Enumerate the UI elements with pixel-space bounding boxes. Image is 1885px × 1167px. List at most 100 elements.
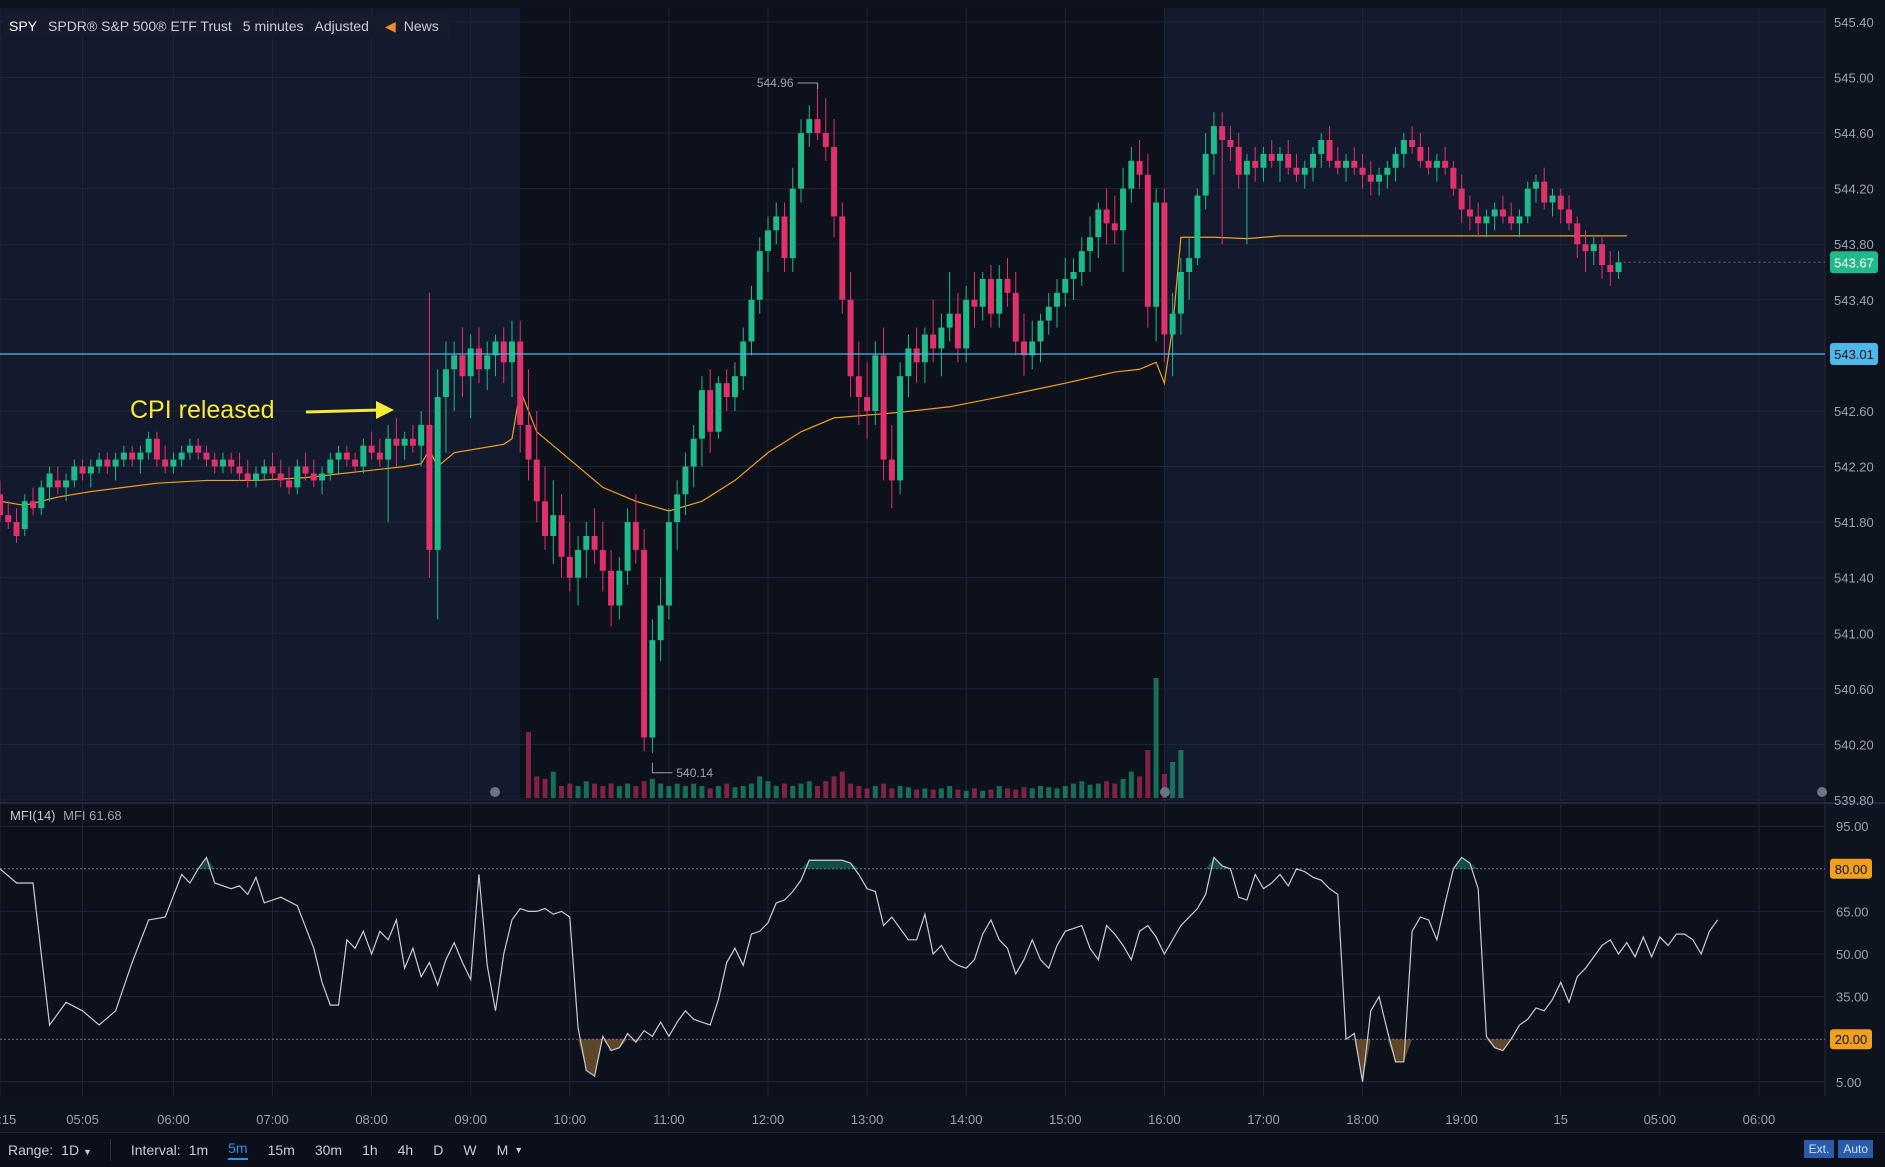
candle-body — [294, 466, 301, 488]
volume-bar — [1062, 786, 1068, 798]
candle-body — [1054, 292, 1061, 307]
session-shading — [0, 8, 1885, 1096]
volume-bar — [1021, 787, 1027, 798]
candle-body — [13, 522, 20, 536]
candle-body — [219, 459, 226, 467]
volume-bar — [1161, 774, 1167, 798]
candle-body — [847, 299, 854, 377]
hline-price-tag — [1830, 342, 1878, 365]
candle-body — [831, 146, 838, 217]
auto-button[interactable]: Auto — [1838, 1140, 1873, 1158]
range-value: 1D — [61, 1142, 80, 1158]
candlesticks — [0, 83, 1622, 753]
candle-body — [1210, 126, 1217, 154]
candle-body — [310, 473, 317, 481]
candle-body — [1384, 167, 1391, 175]
afterhours-shade — [1164, 8, 1825, 800]
volume-bar — [1013, 789, 1019, 798]
news-button[interactable]: ◀ News — [374, 14, 450, 38]
candle-body — [591, 536, 598, 550]
time-tick-label: 16:00 — [1148, 1112, 1181, 1127]
volume-bar — [1112, 783, 1118, 798]
mfi-oversold-fill — [619, 1039, 628, 1048]
volume-bar — [1004, 788, 1010, 798]
mfi-overbought-fill — [206, 857, 215, 869]
candle-body — [1615, 262, 1622, 272]
volume-bar — [930, 789, 936, 798]
mfi-level-text: 20.00 — [1835, 1032, 1868, 1047]
interval-button-30m[interactable]: 30m — [314, 1142, 343, 1158]
ext-button[interactable]: Ext. — [1803, 1140, 1835, 1158]
volume-bar — [905, 787, 911, 798]
volume-bar — [1178, 750, 1184, 798]
interval-toolbar-label: Interval: — [130, 1142, 181, 1158]
candle-body — [186, 445, 193, 453]
high-price-label: 544.96 — [757, 76, 794, 90]
candle-body — [1078, 251, 1085, 272]
candle-body — [814, 119, 821, 134]
interval-button-1h[interactable]: 1h — [362, 1142, 378, 1158]
price-tick-label: 543.80 — [1834, 237, 1874, 252]
volume-bar — [740, 786, 746, 798]
volume-bar — [608, 783, 614, 798]
candle-body — [913, 348, 920, 363]
range-select[interactable]: 1D ▼ — [61, 1142, 92, 1158]
mfi-tick-label: 5.00 — [1836, 1075, 1861, 1090]
candle-body — [930, 334, 937, 349]
candle-body — [1359, 167, 1366, 175]
interval-button-1m[interactable]: 1m — [188, 1142, 209, 1158]
scroll-handle-icon — [1160, 787, 1170, 797]
interval-label[interactable]: 5 minutes — [237, 15, 309, 37]
candle-body — [1136, 160, 1143, 175]
interval-button-d[interactable]: D — [433, 1142, 444, 1158]
candle-body — [550, 515, 557, 536]
candle-body — [905, 348, 912, 377]
volume-bar — [856, 786, 862, 798]
time-tick-label: 17:00 — [1247, 1112, 1280, 1127]
candle-body — [162, 459, 169, 467]
candle-body — [203, 452, 210, 460]
candle-body — [1037, 320, 1044, 342]
volume-bar — [724, 783, 730, 798]
candle-body — [252, 473, 259, 481]
chevron-down-icon: ▼ — [514, 1145, 524, 1155]
volume-bar — [757, 776, 763, 798]
mfi-indicator-name[interactable]: MFI(14) — [10, 808, 56, 823]
candle-body — [1219, 126, 1226, 140]
candle-body — [1293, 167, 1300, 175]
candle-body — [1450, 167, 1457, 189]
candle-body — [938, 327, 945, 349]
candle-body — [87, 466, 94, 474]
interval-button-5m[interactable]: 5m — [228, 1140, 248, 1160]
candle-body — [1574, 223, 1581, 245]
candle-body — [1433, 160, 1440, 168]
candle-body — [401, 438, 408, 446]
volume-bar — [1079, 781, 1085, 798]
candle-body — [789, 188, 796, 259]
candle-body — [1161, 202, 1168, 335]
interval-button-15m[interactable]: 15m — [267, 1142, 295, 1158]
mfi-tick-label: 35.00 — [1836, 990, 1869, 1005]
interval-button-4h[interactable]: 4h — [397, 1142, 414, 1158]
candle-body — [1169, 313, 1176, 335]
symbol-label[interactable]: SPY — [4, 15, 43, 37]
volume-bar — [616, 786, 622, 798]
candle-body — [979, 278, 986, 307]
candle-body — [1103, 209, 1110, 224]
volume-bar — [1029, 788, 1035, 798]
price-tick-label: 542.60 — [1834, 404, 1874, 419]
volume-bars — [526, 678, 1184, 798]
candle-body — [1202, 153, 1209, 196]
candle-body — [525, 424, 532, 460]
interval-button-m[interactable]: M — [496, 1142, 509, 1158]
candle-body — [1376, 174, 1383, 182]
volume-bar — [1170, 762, 1176, 798]
candle-body — [740, 341, 747, 377]
time-tick-label: 05:00 — [1644, 1112, 1677, 1127]
candle-body — [30, 501, 37, 509]
adjusted-label[interactable]: Adjusted — [309, 15, 374, 37]
mfi-overbought-fill — [817, 860, 826, 869]
interval-button-w[interactable]: W — [463, 1142, 477, 1158]
candle-body — [343, 452, 350, 460]
